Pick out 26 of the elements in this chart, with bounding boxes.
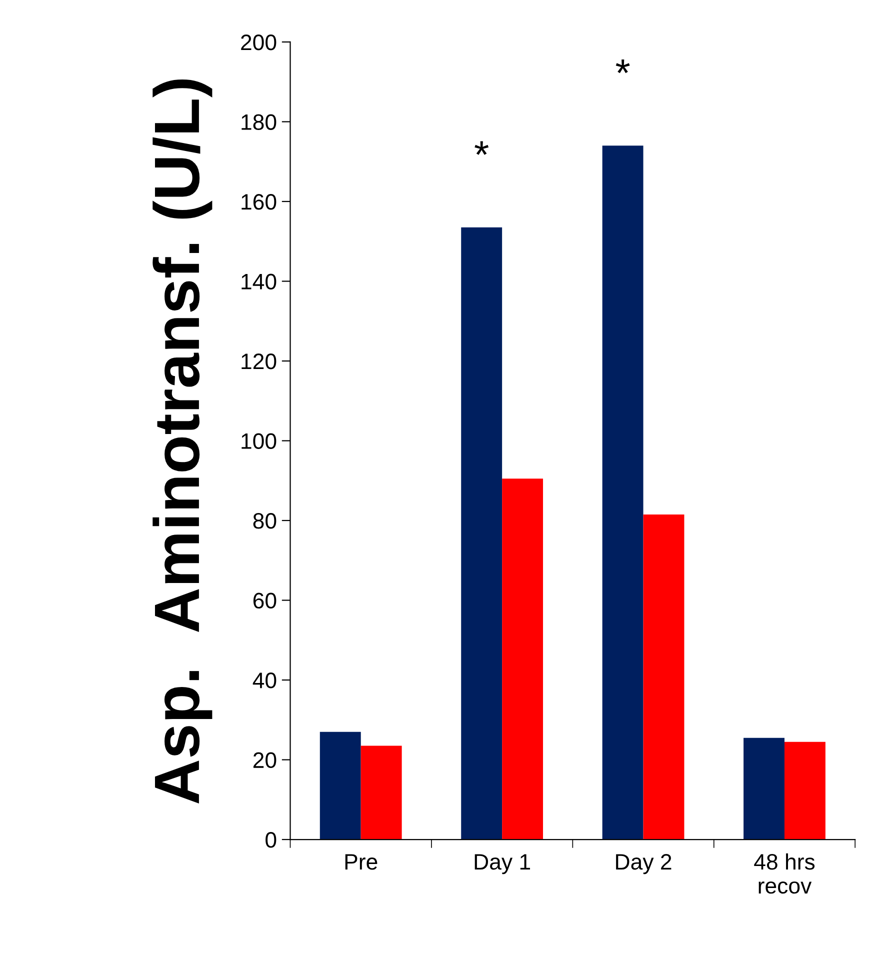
x-tick-label: Day 2: [616, 854, 672, 874]
bar: [461, 227, 502, 840]
y-tick-label: 40: [252, 672, 276, 688]
y-tick-label: 200: [241, 34, 276, 50]
bar: [320, 732, 361, 840]
annotation: *: [474, 141, 489, 155]
bar: [643, 514, 684, 840]
y-tick-label: 20: [253, 752, 276, 768]
annotation: *: [616, 60, 630, 74]
y-axis-title: Asp. Aminotransf. (U/L): [152, 80, 212, 804]
y-tick-label: 0: [266, 832, 276, 848]
bar: [602, 146, 644, 840]
y-tick-label: 120: [242, 354, 276, 370]
y-tick-label: 80: [253, 513, 276, 529]
x-tick-label: Day 1: [474, 854, 530, 874]
y-tick-label: 60: [253, 592, 276, 609]
y-tick-label: 160: [242, 194, 276, 210]
y-tick-label: 180: [242, 114, 276, 130]
x-tick-label: 48 hrs recov: [754, 853, 815, 894]
x-tick-label: Pre: [345, 854, 378, 870]
bar: [502, 478, 544, 840]
y-tick-label: 100: [242, 433, 276, 450]
bar: [744, 738, 784, 840]
bar: [784, 742, 826, 840]
y-tick-label: 140: [242, 274, 276, 290]
bar: [360, 746, 402, 840]
